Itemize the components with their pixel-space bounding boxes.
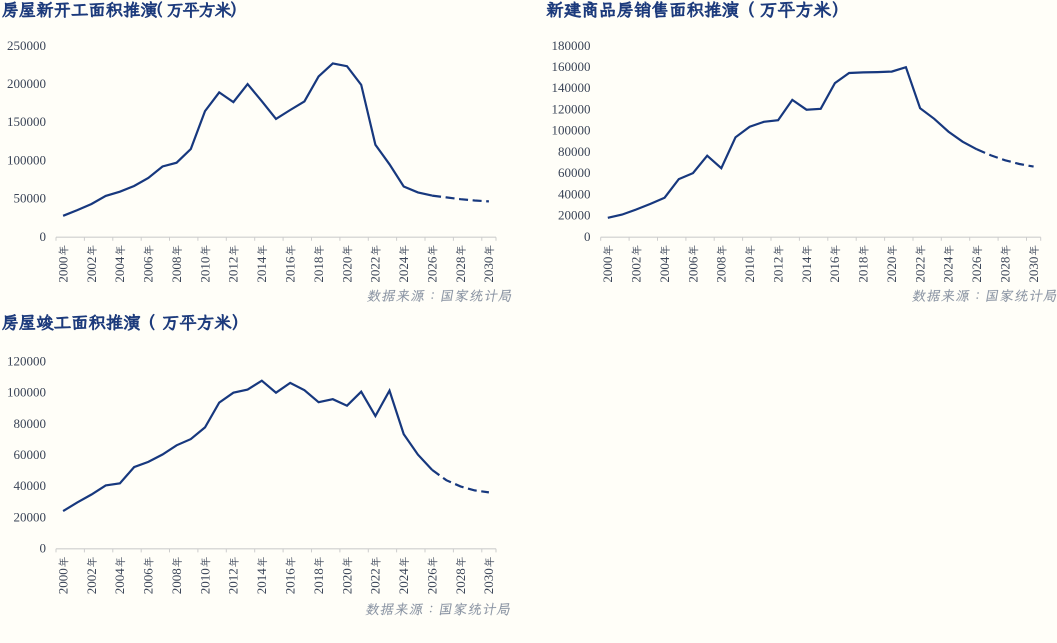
svg-text:2012: 2012 bbox=[770, 257, 785, 283]
svg-text:200000: 200000 bbox=[7, 76, 46, 91]
svg-text:2018: 2018 bbox=[856, 257, 871, 283]
svg-text:2006: 2006 bbox=[685, 256, 700, 283]
svg-text:2028: 2028 bbox=[453, 257, 468, 283]
svg-text:2028: 2028 bbox=[453, 568, 468, 594]
svg-text:2004: 2004 bbox=[112, 256, 127, 283]
svg-text:2024: 2024 bbox=[396, 256, 411, 283]
svg-text:2010: 2010 bbox=[742, 257, 757, 283]
svg-text:2012: 2012 bbox=[226, 257, 241, 283]
svg-text:80000: 80000 bbox=[14, 416, 47, 431]
svg-text:100000: 100000 bbox=[7, 152, 46, 167]
svg-text:2018: 2018 bbox=[311, 568, 326, 594]
svg-text:0: 0 bbox=[40, 540, 47, 555]
svg-text:2016: 2016 bbox=[282, 568, 297, 595]
svg-text:2010: 2010 bbox=[197, 257, 212, 283]
svg-text:2016: 2016 bbox=[282, 256, 297, 283]
svg-text:50000: 50000 bbox=[14, 191, 47, 206]
svg-text:100000: 100000 bbox=[552, 123, 591, 138]
svg-text:2006: 2006 bbox=[141, 256, 156, 283]
svg-text:2000: 2000 bbox=[55, 568, 70, 594]
svg-text:20000: 20000 bbox=[14, 509, 47, 524]
svg-text:2018: 2018 bbox=[311, 257, 326, 283]
svg-text:2004: 2004 bbox=[112, 568, 127, 595]
svg-text:2020: 2020 bbox=[339, 257, 354, 283]
svg-text:2000: 2000 bbox=[55, 257, 70, 283]
svg-text:2030: 2030 bbox=[1026, 257, 1041, 283]
svg-text:2014: 2014 bbox=[254, 256, 269, 283]
svg-text:2002: 2002 bbox=[84, 257, 99, 283]
svg-text:2008: 2008 bbox=[169, 568, 184, 594]
svg-text:120000: 120000 bbox=[552, 102, 591, 117]
svg-text:250000: 250000 bbox=[7, 38, 46, 53]
svg-text:0: 0 bbox=[40, 229, 47, 244]
svg-text:2026: 2026 bbox=[424, 256, 439, 283]
svg-text:2028: 2028 bbox=[998, 257, 1013, 283]
svg-text:2014: 2014 bbox=[254, 568, 269, 595]
svg-text:2022: 2022 bbox=[368, 257, 383, 283]
svg-text:2010: 2010 bbox=[197, 568, 212, 594]
svg-text:2024: 2024 bbox=[396, 568, 411, 595]
svg-text:2006: 2006 bbox=[141, 568, 156, 595]
svg-text:40000: 40000 bbox=[14, 478, 47, 493]
svg-text:20000: 20000 bbox=[558, 208, 591, 223]
svg-text:100000: 100000 bbox=[7, 385, 46, 400]
svg-text:120000: 120000 bbox=[7, 354, 46, 369]
svg-text:2030: 2030 bbox=[481, 568, 496, 594]
svg-text:2020: 2020 bbox=[884, 257, 899, 283]
svg-text:2002: 2002 bbox=[628, 257, 643, 283]
svg-text:180000: 180000 bbox=[552, 38, 591, 53]
svg-text:0: 0 bbox=[584, 229, 591, 244]
svg-text:2024: 2024 bbox=[941, 256, 956, 283]
svg-text:2014: 2014 bbox=[799, 256, 814, 283]
svg-text:2008: 2008 bbox=[714, 257, 729, 283]
svg-text:2020: 2020 bbox=[339, 568, 354, 594]
svg-text:80000: 80000 bbox=[558, 144, 591, 159]
svg-text:60000: 60000 bbox=[558, 165, 591, 180]
svg-text:2004: 2004 bbox=[657, 256, 672, 283]
svg-text:2026: 2026 bbox=[424, 568, 439, 595]
svg-text:60000: 60000 bbox=[14, 447, 47, 462]
svg-text:2030: 2030 bbox=[481, 257, 496, 283]
svg-text:160000: 160000 bbox=[552, 59, 591, 74]
svg-text:150000: 150000 bbox=[7, 114, 46, 129]
svg-text:2016: 2016 bbox=[827, 256, 842, 283]
svg-text:2022: 2022 bbox=[368, 568, 383, 594]
svg-text:40000: 40000 bbox=[558, 186, 591, 201]
svg-text:2008: 2008 bbox=[169, 257, 184, 283]
svg-text:140000: 140000 bbox=[552, 80, 591, 95]
svg-text:2022: 2022 bbox=[912, 257, 927, 283]
svg-text:2002: 2002 bbox=[84, 568, 99, 594]
svg-text:2012: 2012 bbox=[226, 568, 241, 594]
svg-text:2000: 2000 bbox=[600, 257, 615, 283]
svg-text:2026: 2026 bbox=[969, 256, 984, 283]
